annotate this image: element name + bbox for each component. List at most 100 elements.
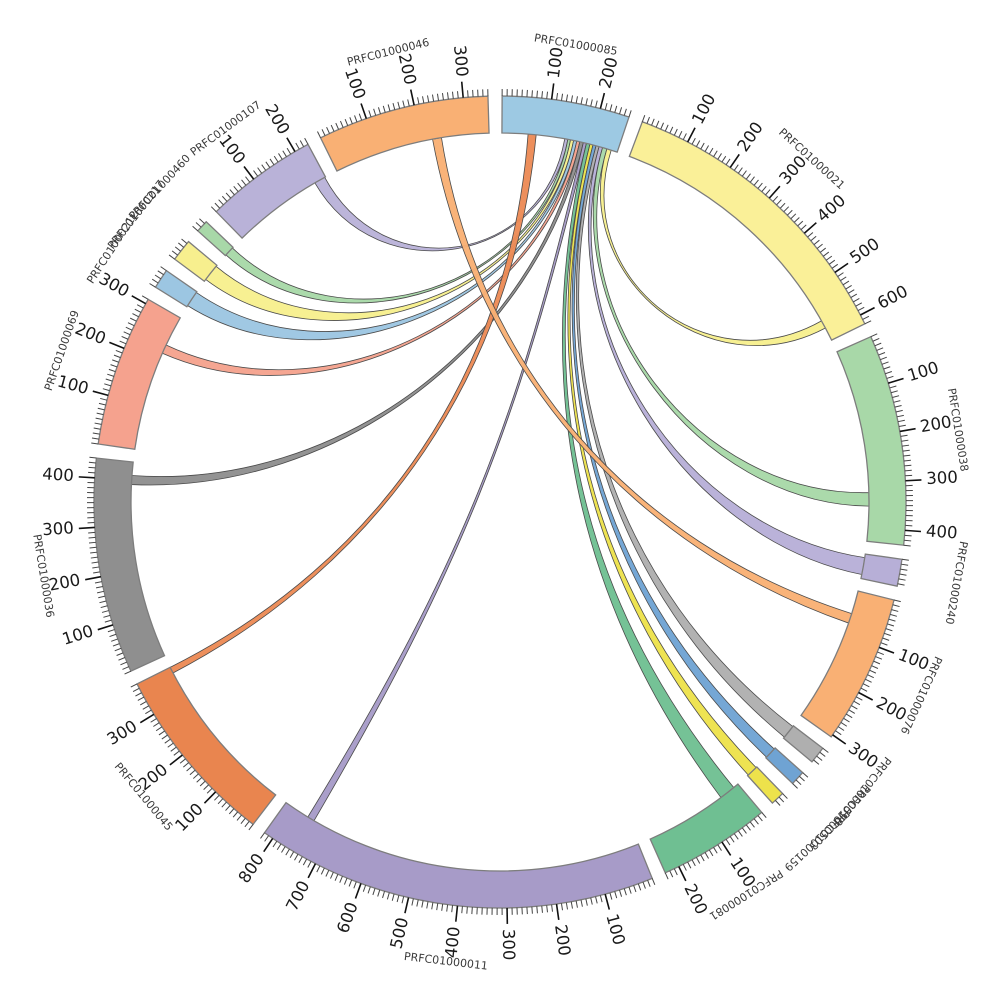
- minor-tick: [336, 123, 339, 129]
- minor-tick: [363, 885, 365, 892]
- minor-tick: [648, 880, 651, 887]
- minor-tick: [183, 763, 188, 767]
- minor-tick: [283, 151, 287, 157]
- minor-tick: [696, 141, 699, 147]
- major-tick: [411, 90, 414, 106]
- minor-tick: [542, 906, 543, 913]
- minor-tick: [561, 94, 562, 101]
- minor-tick: [832, 264, 838, 268]
- minor-tick: [151, 719, 157, 723]
- minor-tick: [873, 338, 879, 341]
- segment-arc: [155, 271, 196, 307]
- minor-tick: [820, 248, 826, 252]
- minor-tick: [900, 569, 907, 570]
- minor-tick: [701, 855, 704, 861]
- tick-value-label: 200: [551, 923, 574, 957]
- minor-tick: [652, 119, 655, 125]
- tick-value-label: 100: [544, 46, 567, 80]
- minor-tick: [294, 854, 297, 860]
- minor-tick: [674, 869, 677, 875]
- tick-value-label: 500: [387, 916, 413, 951]
- minor-tick: [458, 91, 459, 98]
- minor-tick: [89, 537, 96, 538]
- minor-tick: [369, 110, 371, 117]
- minor-tick: [101, 606, 108, 608]
- minor-tick: [95, 423, 102, 424]
- minor-tick: [265, 836, 269, 842]
- minor-tick: [142, 296, 148, 299]
- minor-tick: [688, 862, 691, 868]
- minor-tick: [374, 109, 376, 116]
- minor-tick: [902, 445, 909, 446]
- minor-tick: [856, 697, 862, 700]
- minor-tick: [643, 882, 645, 889]
- minor-tick: [115, 648, 122, 651]
- major-tick: [204, 792, 215, 803]
- minor-tick: [851, 706, 857, 710]
- chord-ribbon: [162, 141, 580, 375]
- minor-tick: [896, 410, 903, 412]
- segment-arc: [766, 748, 803, 784]
- minor-tick: [158, 271, 164, 275]
- tick-value-label: 400: [42, 464, 75, 485]
- minor-tick: [801, 225, 806, 230]
- minor-tick: [120, 662, 126, 665]
- minor-tick: [762, 812, 767, 817]
- minor-tick: [722, 156, 726, 162]
- minor-tick: [863, 684, 869, 687]
- minor-tick: [898, 420, 905, 421]
- minor-tick: [890, 614, 897, 616]
- minor-tick: [281, 847, 285, 853]
- minor-tick: [98, 408, 105, 410]
- minor-tick: [856, 303, 862, 306]
- minor-tick: [97, 591, 104, 593]
- minor-tick: [638, 884, 640, 891]
- minor-tick: [245, 177, 249, 183]
- minor-tick: [137, 305, 143, 308]
- minor-tick: [92, 438, 99, 439]
- minor-tick: [537, 906, 538, 913]
- minor-tick: [808, 232, 813, 237]
- minor-tick: [116, 350, 123, 353]
- minor-tick: [661, 123, 664, 129]
- minor-tick: [96, 418, 103, 419]
- minor-tick: [629, 110, 631, 117]
- minor-tick: [742, 828, 746, 834]
- minor-tick: [117, 653, 123, 656]
- minor-tick: [783, 794, 788, 799]
- minor-tick: [586, 899, 587, 906]
- minor-tick: [174, 751, 180, 755]
- minor-tick: [679, 131, 682, 137]
- minor-tick: [796, 780, 801, 785]
- minor-tick: [620, 107, 622, 114]
- minor-tick: [696, 857, 699, 863]
- minor-tick: [629, 887, 631, 894]
- segment-arc: [837, 337, 906, 546]
- minor-tick: [872, 666, 878, 669]
- minor-tick: [877, 348, 883, 351]
- minor-tick: [94, 428, 101, 429]
- minor-tick: [350, 117, 353, 124]
- minor-tick: [305, 138, 308, 144]
- major-tick: [905, 530, 921, 531]
- minor-tick: [851, 294, 857, 298]
- minor-tick: [408, 99, 410, 106]
- major-tick: [605, 894, 609, 909]
- minor-tick: [96, 586, 103, 587]
- tick-value-label: 700: [282, 878, 313, 915]
- minor-tick: [131, 684, 137, 687]
- major-tick: [600, 93, 604, 109]
- minor-tick: [428, 95, 429, 102]
- minor-tick: [442, 904, 443, 911]
- minor-tick: [345, 119, 348, 125]
- minor-tick: [432, 902, 433, 909]
- minor-tick: [89, 457, 96, 458]
- minor-tick: [871, 334, 877, 337]
- minor-tick: [656, 121, 659, 127]
- minor-tick: [270, 159, 274, 165]
- minor-tick: [95, 582, 102, 583]
- minor-tick: [99, 601, 106, 603]
- minor-tick: [838, 273, 844, 277]
- tick-value-label: 100: [602, 912, 629, 947]
- tick-value-label: 300: [450, 44, 472, 77]
